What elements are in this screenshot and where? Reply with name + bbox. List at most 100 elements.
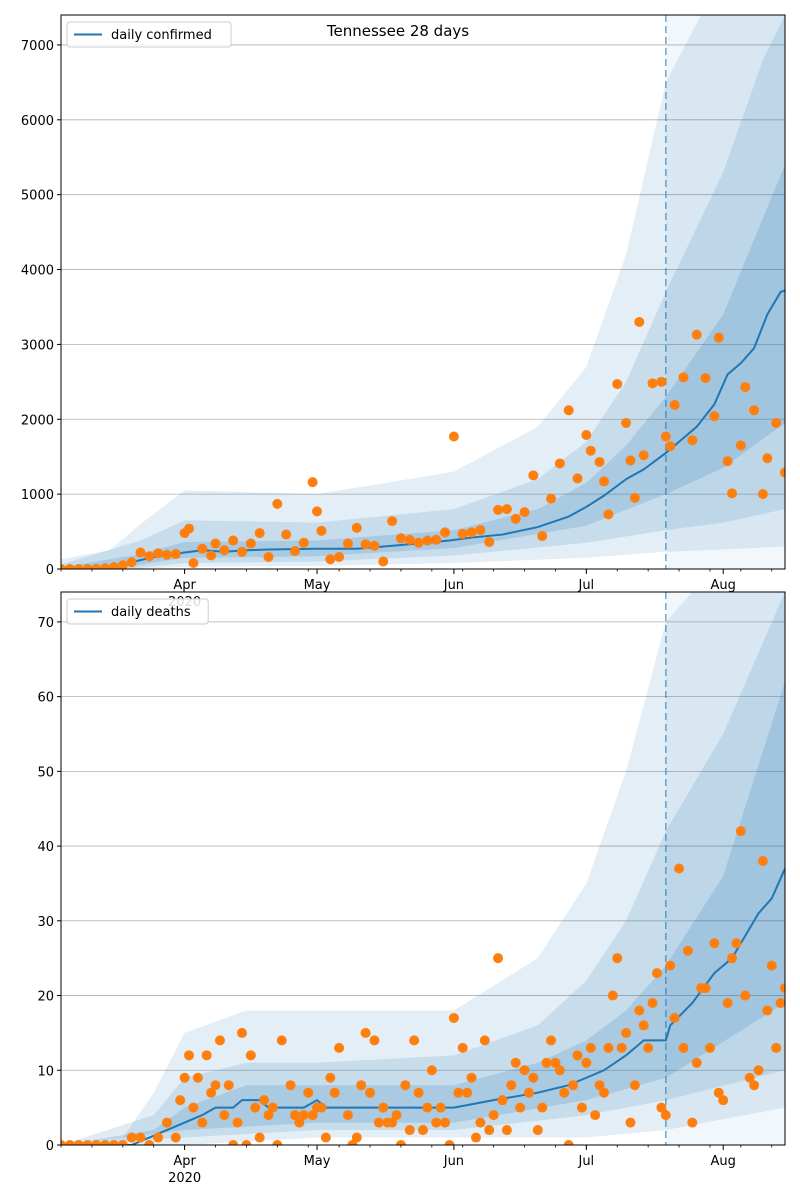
observed-point (599, 476, 609, 487)
legend: daily deaths (66, 598, 209, 625)
observed-point (674, 863, 685, 874)
observed-point (479, 1035, 490, 1046)
observed-point (303, 1087, 314, 1098)
observed-point (501, 504, 512, 515)
observed-point (440, 1117, 451, 1128)
observed-point (713, 332, 724, 343)
axes-frame (60, 591, 786, 1146)
observed-point (413, 537, 424, 548)
observed-point (431, 1117, 442, 1128)
observed-point (418, 1125, 428, 1136)
observed-point (170, 1132, 181, 1143)
observed-point (740, 990, 751, 1001)
observed-point (612, 379, 623, 390)
observed-point (780, 467, 785, 478)
observed-point (144, 551, 155, 562)
observed-point (731, 938, 742, 949)
observed-point (700, 373, 711, 384)
uncertainty-band-inner (61, 164, 785, 569)
observed-point (232, 1117, 243, 1128)
uncertainty-band-inner (61, 681, 785, 1145)
plot-area (61, 15, 785, 569)
observed-point (312, 506, 323, 517)
observed-point (61, 564, 66, 569)
observed-point (735, 440, 746, 451)
axes-frame (60, 14, 786, 570)
observed-point (660, 431, 671, 442)
y-tick-label: 2000 (21, 413, 54, 428)
observed-point (612, 953, 623, 964)
observed-point (126, 1132, 137, 1143)
x-tick-label: Apr (173, 578, 196, 593)
observed-point (462, 1087, 473, 1098)
uncertainty-band-middle (61, 592, 785, 1145)
observed-point (550, 1057, 561, 1068)
observed-point (228, 535, 239, 546)
observed-point (625, 455, 636, 466)
observed-point (475, 525, 486, 536)
observed-point (435, 1102, 446, 1113)
daily-deaths-panel: 0 10 20 30 40 50 60 70 Apr 2020 May Jun Jul Aug daily … (37, 591, 786, 1186)
observed-point (91, 1140, 102, 1145)
legend: daily confirmed (66, 21, 232, 48)
observed-point (387, 516, 398, 527)
observed-point (713, 1087, 724, 1098)
observed-point (493, 504, 504, 515)
y-tick-label: 40 (37, 840, 54, 855)
observed-point (528, 1072, 539, 1083)
observed-point (576, 1102, 587, 1113)
legend-label: daily deaths (111, 605, 191, 620)
observed-point (334, 552, 345, 563)
observed-point (656, 376, 667, 387)
observed-point (100, 1140, 111, 1145)
y-tick-label: 3000 (21, 338, 54, 353)
observed-point (413, 1087, 424, 1098)
uncertainty-band-outer (61, 592, 785, 1145)
observed-point (656, 1102, 667, 1113)
observed-point (387, 1117, 398, 1128)
observed-point (771, 1042, 782, 1053)
observed-point (541, 1057, 552, 1068)
observed-point (210, 538, 221, 549)
observed-point (484, 1125, 495, 1136)
observed-point (643, 1042, 654, 1053)
observed-point (621, 1027, 632, 1038)
observed-point (117, 1140, 128, 1145)
observed-point (740, 382, 751, 393)
observed-point (607, 990, 618, 1001)
observed-point (629, 492, 640, 503)
median-line (61, 868, 785, 1145)
observed-point (422, 1102, 433, 1113)
observed-point (523, 1087, 534, 1098)
observed-point (404, 534, 415, 545)
observed-point (594, 456, 605, 467)
observed-point (771, 418, 782, 429)
observed-point (493, 953, 504, 964)
observed-point (704, 1042, 715, 1053)
observed-point (365, 1087, 376, 1098)
observed-point (391, 1110, 402, 1121)
x-tick-label: Jul (577, 578, 594, 593)
observed-point (638, 450, 649, 461)
observed-point (440, 527, 451, 538)
observed-point (289, 1110, 300, 1121)
observed-point (219, 1110, 230, 1121)
observed-point (501, 1125, 512, 1136)
observed-point (700, 983, 711, 994)
observed-point (329, 1087, 340, 1098)
observed-point (378, 556, 389, 567)
daily-confirmed-panel: 01000200030004000500060007000Apr2020MayJ… (21, 14, 786, 610)
observed-point (316, 1102, 327, 1113)
observed-point (448, 1012, 459, 1023)
observed-point (563, 1140, 574, 1145)
observed-point (687, 1117, 698, 1128)
observed-point (250, 1102, 261, 1113)
observed-point (727, 953, 738, 964)
observed-point (259, 1095, 270, 1106)
x-tick-year-label: 2020 (168, 1171, 201, 1186)
observed-point (73, 1140, 84, 1145)
observed-point (687, 435, 698, 446)
observed-point (351, 1132, 362, 1143)
observed-point (669, 1012, 680, 1023)
observed-point (594, 1080, 605, 1091)
